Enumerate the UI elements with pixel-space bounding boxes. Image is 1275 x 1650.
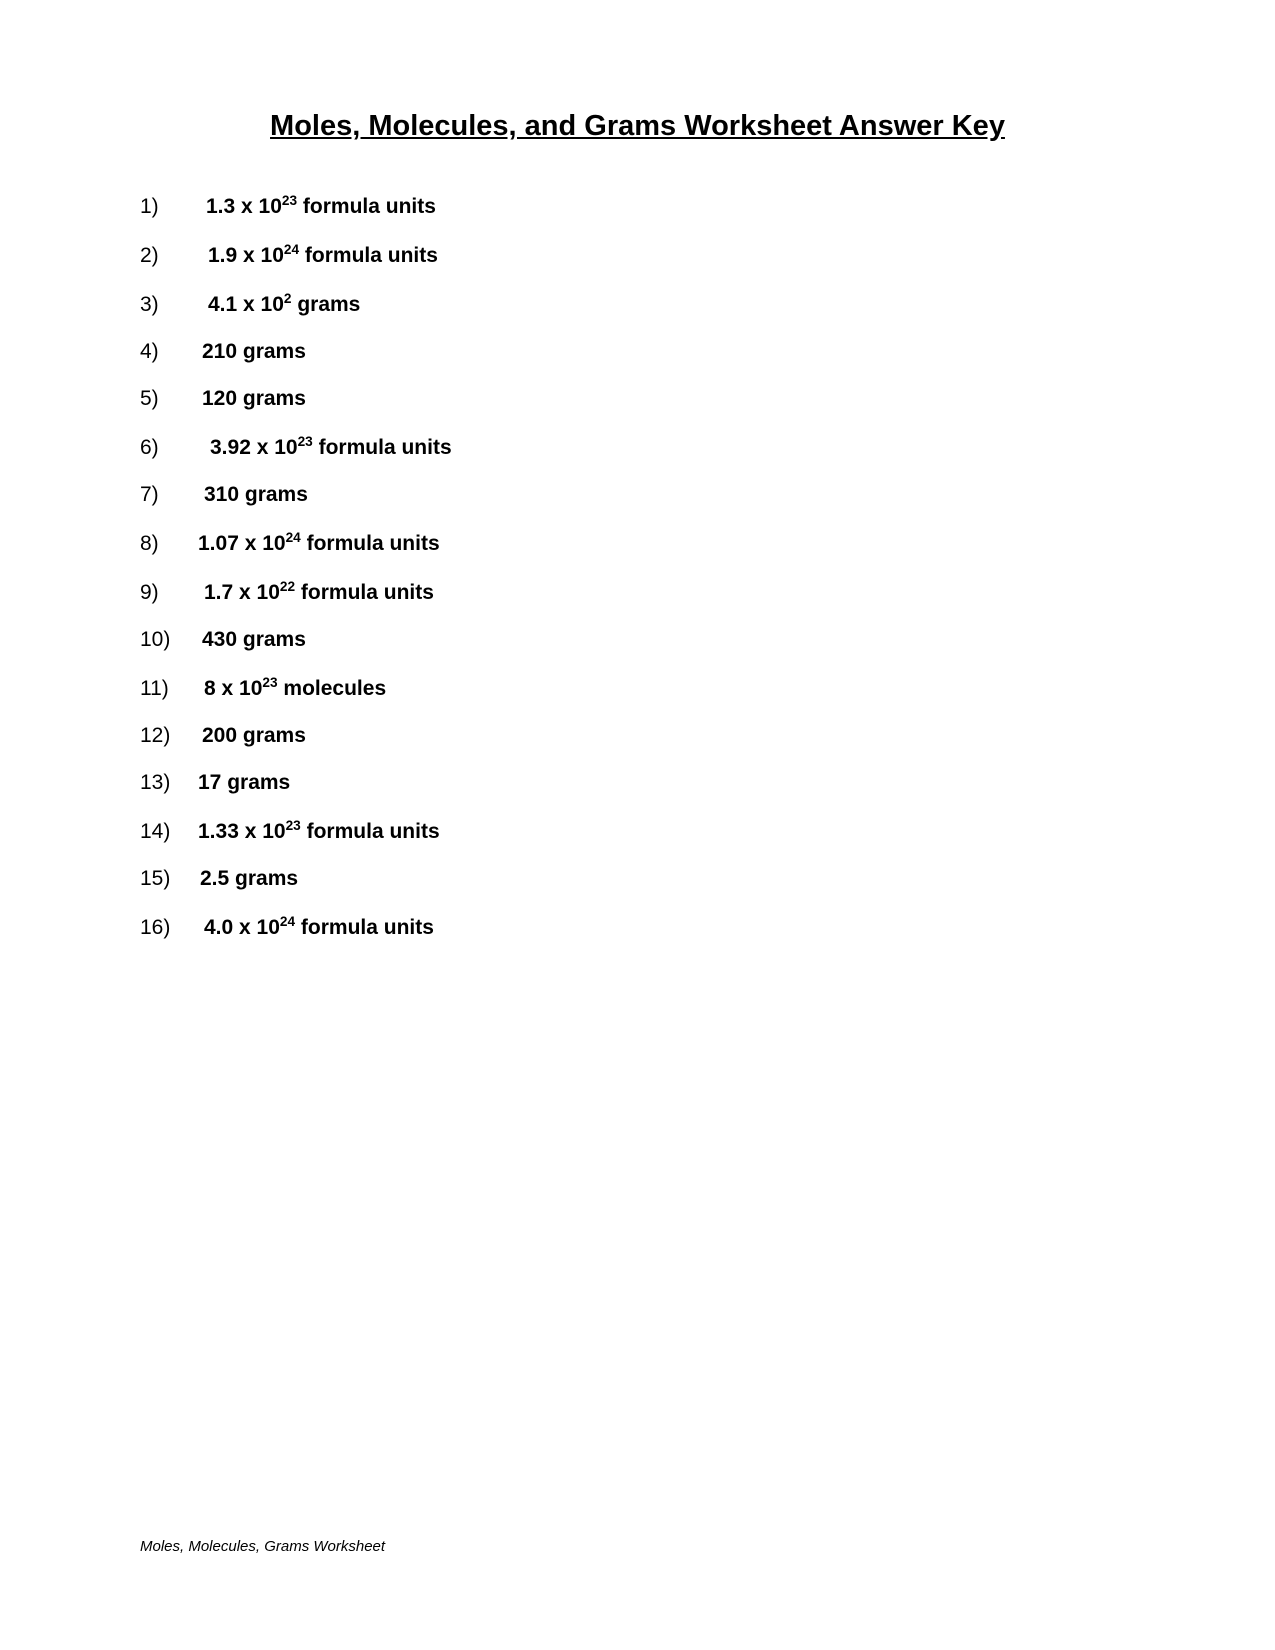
answer-prefix: 1.3 x 10 — [206, 195, 282, 218]
item-number: 13) — [140, 771, 198, 795]
item-answer: 1.3 x 1023 formula units — [198, 193, 436, 219]
answer-suffix: molecules — [278, 677, 387, 700]
item-number: 14) — [140, 820, 198, 844]
item-number: 16) — [140, 916, 198, 940]
item-number: 8) — [140, 532, 198, 556]
answer-item: 10)430 grams — [140, 628, 1135, 652]
answer-suffix: formula units — [313, 436, 452, 459]
worksheet-page: Moles, Molecules, and Grams Worksheet An… — [0, 0, 1275, 1650]
answer-item: 9)1.7 x 1022 formula units — [140, 579, 1135, 605]
answer-exponent: 22 — [280, 579, 295, 594]
item-number: 10) — [140, 628, 198, 652]
item-answer: 17 grams — [198, 771, 290, 795]
answer-suffix: formula units — [297, 195, 436, 218]
item-number: 15) — [140, 867, 198, 891]
answer-exponent: 2 — [284, 291, 292, 306]
answer-prefix: 4.0 x 10 — [204, 916, 280, 939]
answer-item: 8)1.07 x 1024 formula units — [140, 530, 1135, 556]
answer-suffix: formula units — [299, 244, 438, 267]
item-answer: 1.7 x 1022 formula units — [198, 579, 434, 605]
item-answer: 8 x 1023 molecules — [198, 675, 386, 701]
answer-prefix: 430 grams — [202, 628, 306, 651]
answer-prefix: 210 grams — [202, 340, 306, 363]
item-number: 7) — [140, 483, 198, 507]
item-answer: 1.07 x 1024 formula units — [198, 530, 440, 556]
answer-exponent: 23 — [298, 434, 313, 449]
page-footer: Moles, Molecules, Grams Worksheet — [140, 1538, 385, 1555]
answer-prefix: 120 grams — [202, 387, 306, 410]
item-answer: 430 grams — [198, 628, 306, 652]
item-number: 9) — [140, 581, 198, 605]
answer-item: 6)3.92 x 1023 formula units — [140, 434, 1135, 460]
answer-prefix: 3.92 x 10 — [210, 436, 298, 459]
item-number: 11) — [140, 677, 198, 701]
item-answer: 4.0 x 1024 formula units — [198, 914, 434, 940]
answer-suffix: grams — [292, 293, 361, 316]
answer-item: 3)4.1 x 102 grams — [140, 291, 1135, 317]
answer-item: 4)210 grams — [140, 340, 1135, 364]
answer-exponent: 24 — [286, 530, 301, 545]
answer-suffix: formula units — [295, 916, 434, 939]
answer-exponent: 23 — [262, 675, 277, 690]
answer-prefix: 200 grams — [202, 724, 306, 747]
item-answer: 120 grams — [198, 387, 306, 411]
answer-prefix: 17 grams — [198, 771, 290, 794]
item-answer: 1.9 x 1024 formula units — [198, 242, 438, 268]
item-number: 12) — [140, 724, 198, 748]
answers-list: 1)1.3 x 1023 formula units2)1.9 x 1024 f… — [140, 193, 1135, 940]
answer-item: 12)200 grams — [140, 724, 1135, 748]
item-answer: 3.92 x 1023 formula units — [198, 434, 452, 460]
item-number: 5) — [140, 387, 198, 411]
item-answer: 200 grams — [198, 724, 306, 748]
answer-prefix: 1.07 x 10 — [198, 532, 286, 555]
answer-item: 14)1.33 x 1023 formula units — [140, 818, 1135, 844]
answer-exponent: 24 — [284, 242, 299, 257]
answer-suffix: formula units — [301, 820, 440, 843]
answer-exponent: 23 — [282, 193, 297, 208]
item-number: 3) — [140, 293, 198, 317]
item-answer: 4.1 x 102 grams — [198, 291, 360, 317]
answer-prefix: 2.5 grams — [200, 867, 298, 890]
answer-item: 15)2.5 grams — [140, 867, 1135, 891]
answer-prefix: 1.9 x 10 — [208, 244, 284, 267]
answer-exponent: 23 — [286, 818, 301, 833]
item-answer: 2.5 grams — [198, 867, 298, 891]
answer-prefix: 4.1 x 10 — [208, 293, 284, 316]
answer-item: 13)17 grams — [140, 771, 1135, 795]
answer-prefix: 8 x 10 — [204, 677, 262, 700]
item-number: 1) — [140, 195, 198, 219]
answer-prefix: 1.7 x 10 — [204, 581, 280, 604]
answer-item: 2)1.9 x 1024 formula units — [140, 242, 1135, 268]
answer-suffix: formula units — [301, 532, 440, 555]
page-title: Moles, Molecules, and Grams Worksheet An… — [140, 110, 1135, 143]
answer-prefix: 310 grams — [204, 483, 308, 506]
item-number: 4) — [140, 340, 198, 364]
answer-item: 7) 310 grams — [140, 483, 1135, 507]
answer-prefix: 1.33 x 10 — [198, 820, 286, 843]
answer-exponent: 24 — [280, 914, 295, 929]
item-answer: 310 grams — [198, 483, 308, 507]
item-answer: 210 grams — [198, 340, 306, 364]
answer-item: 1)1.3 x 1023 formula units — [140, 193, 1135, 219]
answer-item: 11)8 x 1023 molecules — [140, 675, 1135, 701]
item-answer: 1.33 x 1023 formula units — [198, 818, 440, 844]
answer-suffix: formula units — [295, 581, 434, 604]
answer-item: 16)4.0 x 1024 formula units — [140, 914, 1135, 940]
item-number: 6) — [140, 436, 198, 460]
item-number: 2) — [140, 244, 198, 268]
answer-item: 5)120 grams — [140, 387, 1135, 411]
